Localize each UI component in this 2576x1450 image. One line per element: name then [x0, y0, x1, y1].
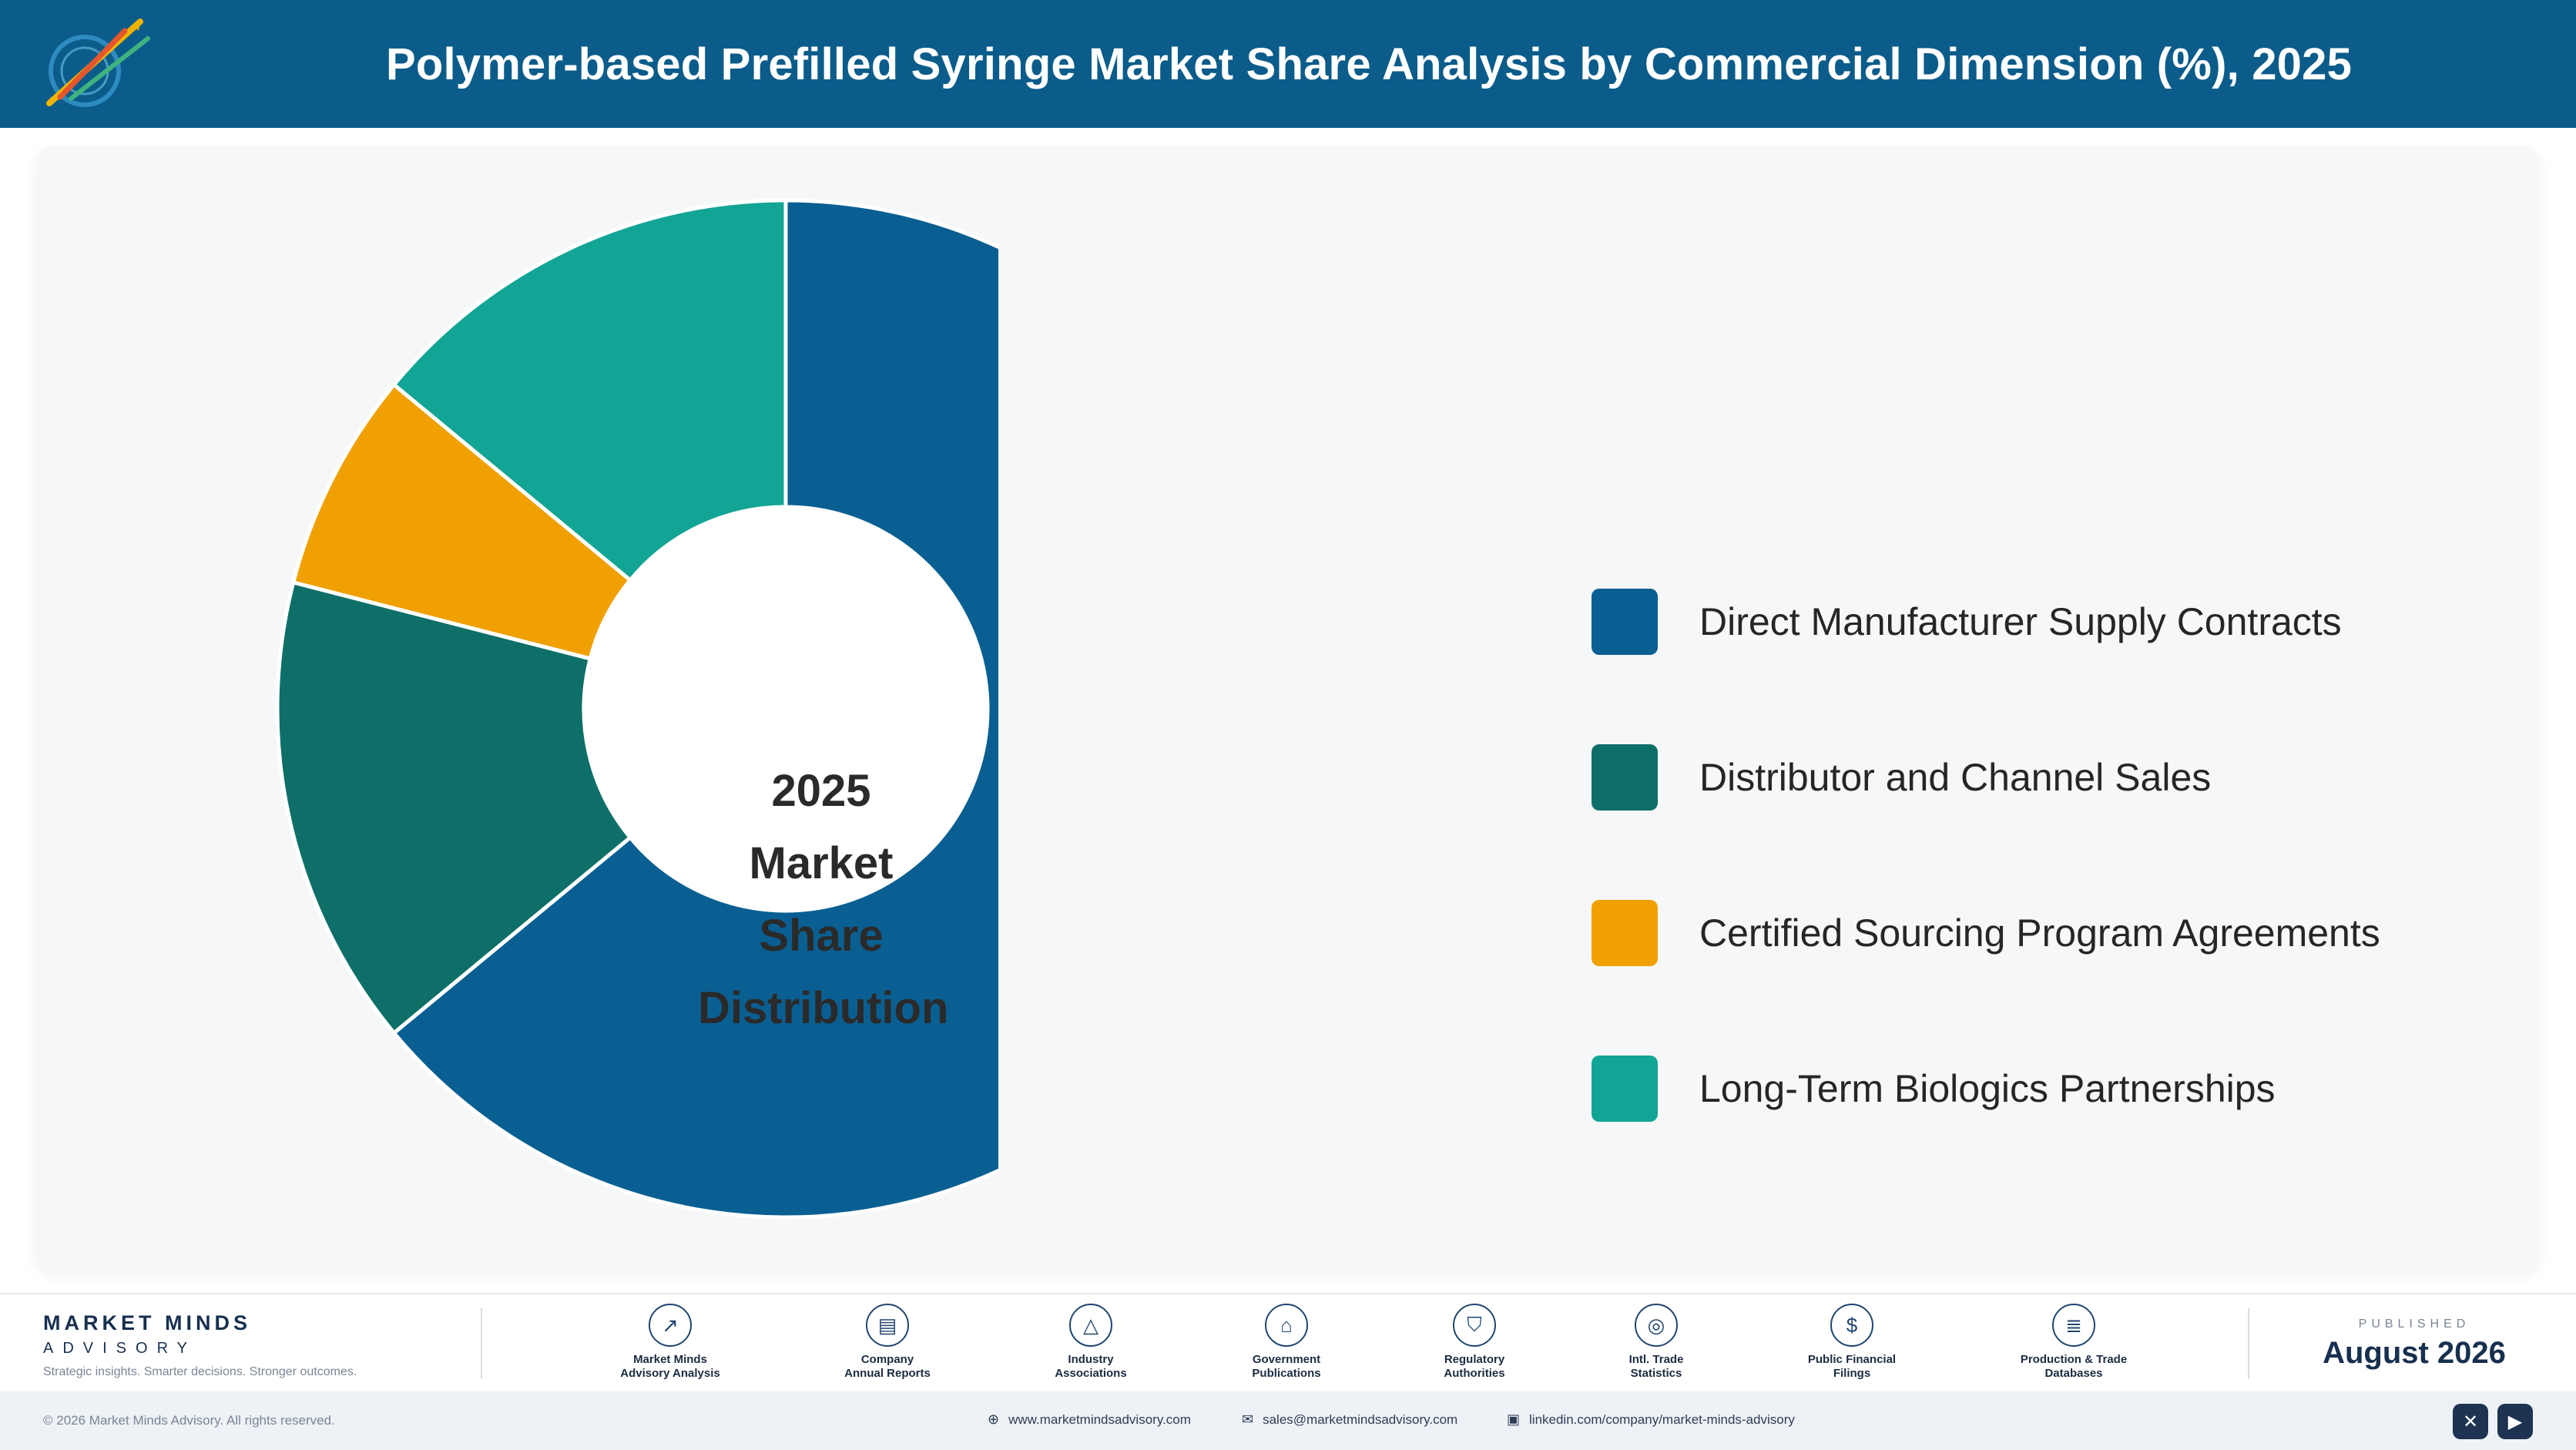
brand-tagline: Strategic insights. Smarter decisions. S…	[43, 1365, 357, 1378]
mail-icon: ✉	[1242, 1411, 1254, 1427]
website-text: www.marketmindsadvisory.com	[1008, 1411, 1191, 1427]
source-label: Government Publications	[1252, 1353, 1321, 1380]
globe-icon: ⊕	[988, 1411, 1000, 1427]
government-building-icon: ⌂	[1265, 1304, 1308, 1347]
legend-label: Certified Sourcing Program Agreements	[1699, 911, 2380, 955]
source-item[interactable]: ⛉ Regulatory Authorities	[1397, 1304, 1551, 1381]
published-label: PUBLISHED	[2358, 1317, 2470, 1331]
globe-icon: ◎	[1635, 1304, 1678, 1347]
brand-name: MARKET MINDS	[43, 1311, 251, 1334]
network-icon: △	[1069, 1304, 1112, 1347]
brand-block: MARKET MINDS ADVISORY Strategic insights…	[43, 1311, 357, 1379]
source-label: Public Financial Filings	[1807, 1353, 1897, 1380]
legend-label: Distributor and Channel Sales	[1699, 756, 2212, 799]
source-item[interactable]: △ Industry Associations	[1014, 1304, 1168, 1381]
legend-swatch	[1592, 744, 1658, 811]
legend-item[interactable]: Direct Manufacturer Supply Contracts	[1592, 589, 2380, 655]
pie-chart	[275, 198, 998, 1220]
header-bar: Polymer-based Prefilled Syringe Market S…	[0, 0, 2576, 128]
source-label: Regulatory Authorities	[1444, 1353, 1505, 1380]
source-label: Company Annual Reports	[844, 1353, 931, 1380]
dollar-icon: $	[1830, 1304, 1873, 1347]
source-item[interactable]: $ Public Financial Filings	[1775, 1304, 1929, 1381]
center-label-line-1: 2025	[771, 766, 871, 816]
source-label: Intl. Trade Statistics	[1628, 1353, 1684, 1380]
center-label-line-2: Market Share	[749, 838, 894, 961]
company-logo-icon	[46, 18, 150, 107]
footer-divider	[481, 1308, 482, 1379]
legend-item[interactable]: Certified Sourcing Program Agreements	[1592, 900, 2380, 966]
source-item[interactable]: ◎ Intl. Trade Statistics	[1579, 1304, 1733, 1381]
chart-legend: Direct Manufacturer Supply Contracts Dis…	[1592, 589, 2380, 1211]
brand-subtitle: ADVISORY	[43, 1340, 196, 1357]
source-label: Production & Trade Databases	[2020, 1353, 2128, 1380]
source-item[interactable]: ≣ Production & Trade Databases	[1997, 1304, 2151, 1381]
legend-label: Direct Manufacturer Supply Contracts	[1699, 600, 2342, 643]
bottom-bar: © 2026 Market Minds Advisory. All rights…	[0, 1391, 2576, 1450]
linkedin-icon: ▣	[1507, 1411, 1521, 1427]
chart-center-label: 2025 Market Share Distribution	[698, 755, 949, 1045]
published-date: August 2026	[2323, 1336, 2506, 1370]
center-label-line-3: Distribution	[698, 983, 949, 1033]
legend-swatch	[1592, 900, 1658, 966]
footer-divider	[2248, 1308, 2249, 1379]
data-sources: ↗ Market Minds Advisory Analysis ▤ Compan…	[555, 1304, 2157, 1388]
chart-card: 2025 Market Share Distribution Direct Ma…	[35, 146, 2539, 1271]
database-icon: ≣	[2052, 1304, 2095, 1347]
chart-line-icon: ↗	[649, 1304, 692, 1347]
legend-swatch	[1592, 1056, 1658, 1122]
source-item[interactable]: ▤ Company Annual Reports	[810, 1304, 964, 1381]
linkedin-link[interactable]: ▣ linkedin.com/company/market-minds-advi…	[1507, 1411, 1795, 1428]
website-link[interactable]: ⊕ www.marketmindsadvisory.com	[988, 1411, 1191, 1428]
youtube-social-icon[interactable]: ▶	[2497, 1404, 2533, 1439]
document-icon: ▤	[866, 1304, 909, 1347]
source-item[interactable]: ↗ Market Minds Advisory Analysis	[593, 1304, 747, 1381]
email-link[interactable]: ✉ sales@marketmindsadvisory.com	[1242, 1411, 1457, 1428]
x-social-icon[interactable]: ✕	[2453, 1404, 2488, 1439]
donut-hole	[584, 507, 988, 911]
email-text: sales@marketmindsadvisory.com	[1263, 1411, 1458, 1427]
shield-icon: ⛉	[1453, 1304, 1496, 1347]
legend-label: Long-Term Biologics Partnerships	[1699, 1067, 2276, 1110]
footer-band: MARKET MINDS ADVISORY Strategic insights…	[0, 1293, 2576, 1391]
legend-item[interactable]: Distributor and Channel Sales	[1592, 744, 2380, 811]
source-item[interactable]: ⌂ Government Publications	[1209, 1304, 1363, 1381]
page-title: Polymer-based Prefilled Syringe Market S…	[385, 39, 2353, 89]
source-label: Market Minds Advisory Analysis	[620, 1353, 720, 1380]
legend-item[interactable]: Long-Term Biologics Partnerships	[1592, 1056, 2380, 1122]
published-block: PUBLISHED August 2026	[2314, 1317, 2514, 1371]
linkedin-text: linkedin.com/company/market-minds-adviso…	[1529, 1411, 1795, 1427]
copyright-text: © 2026 Market Minds Advisory. All rights…	[43, 1413, 335, 1428]
legend-swatch	[1592, 589, 1658, 655]
source-label: Industry Associations	[1055, 1353, 1127, 1380]
